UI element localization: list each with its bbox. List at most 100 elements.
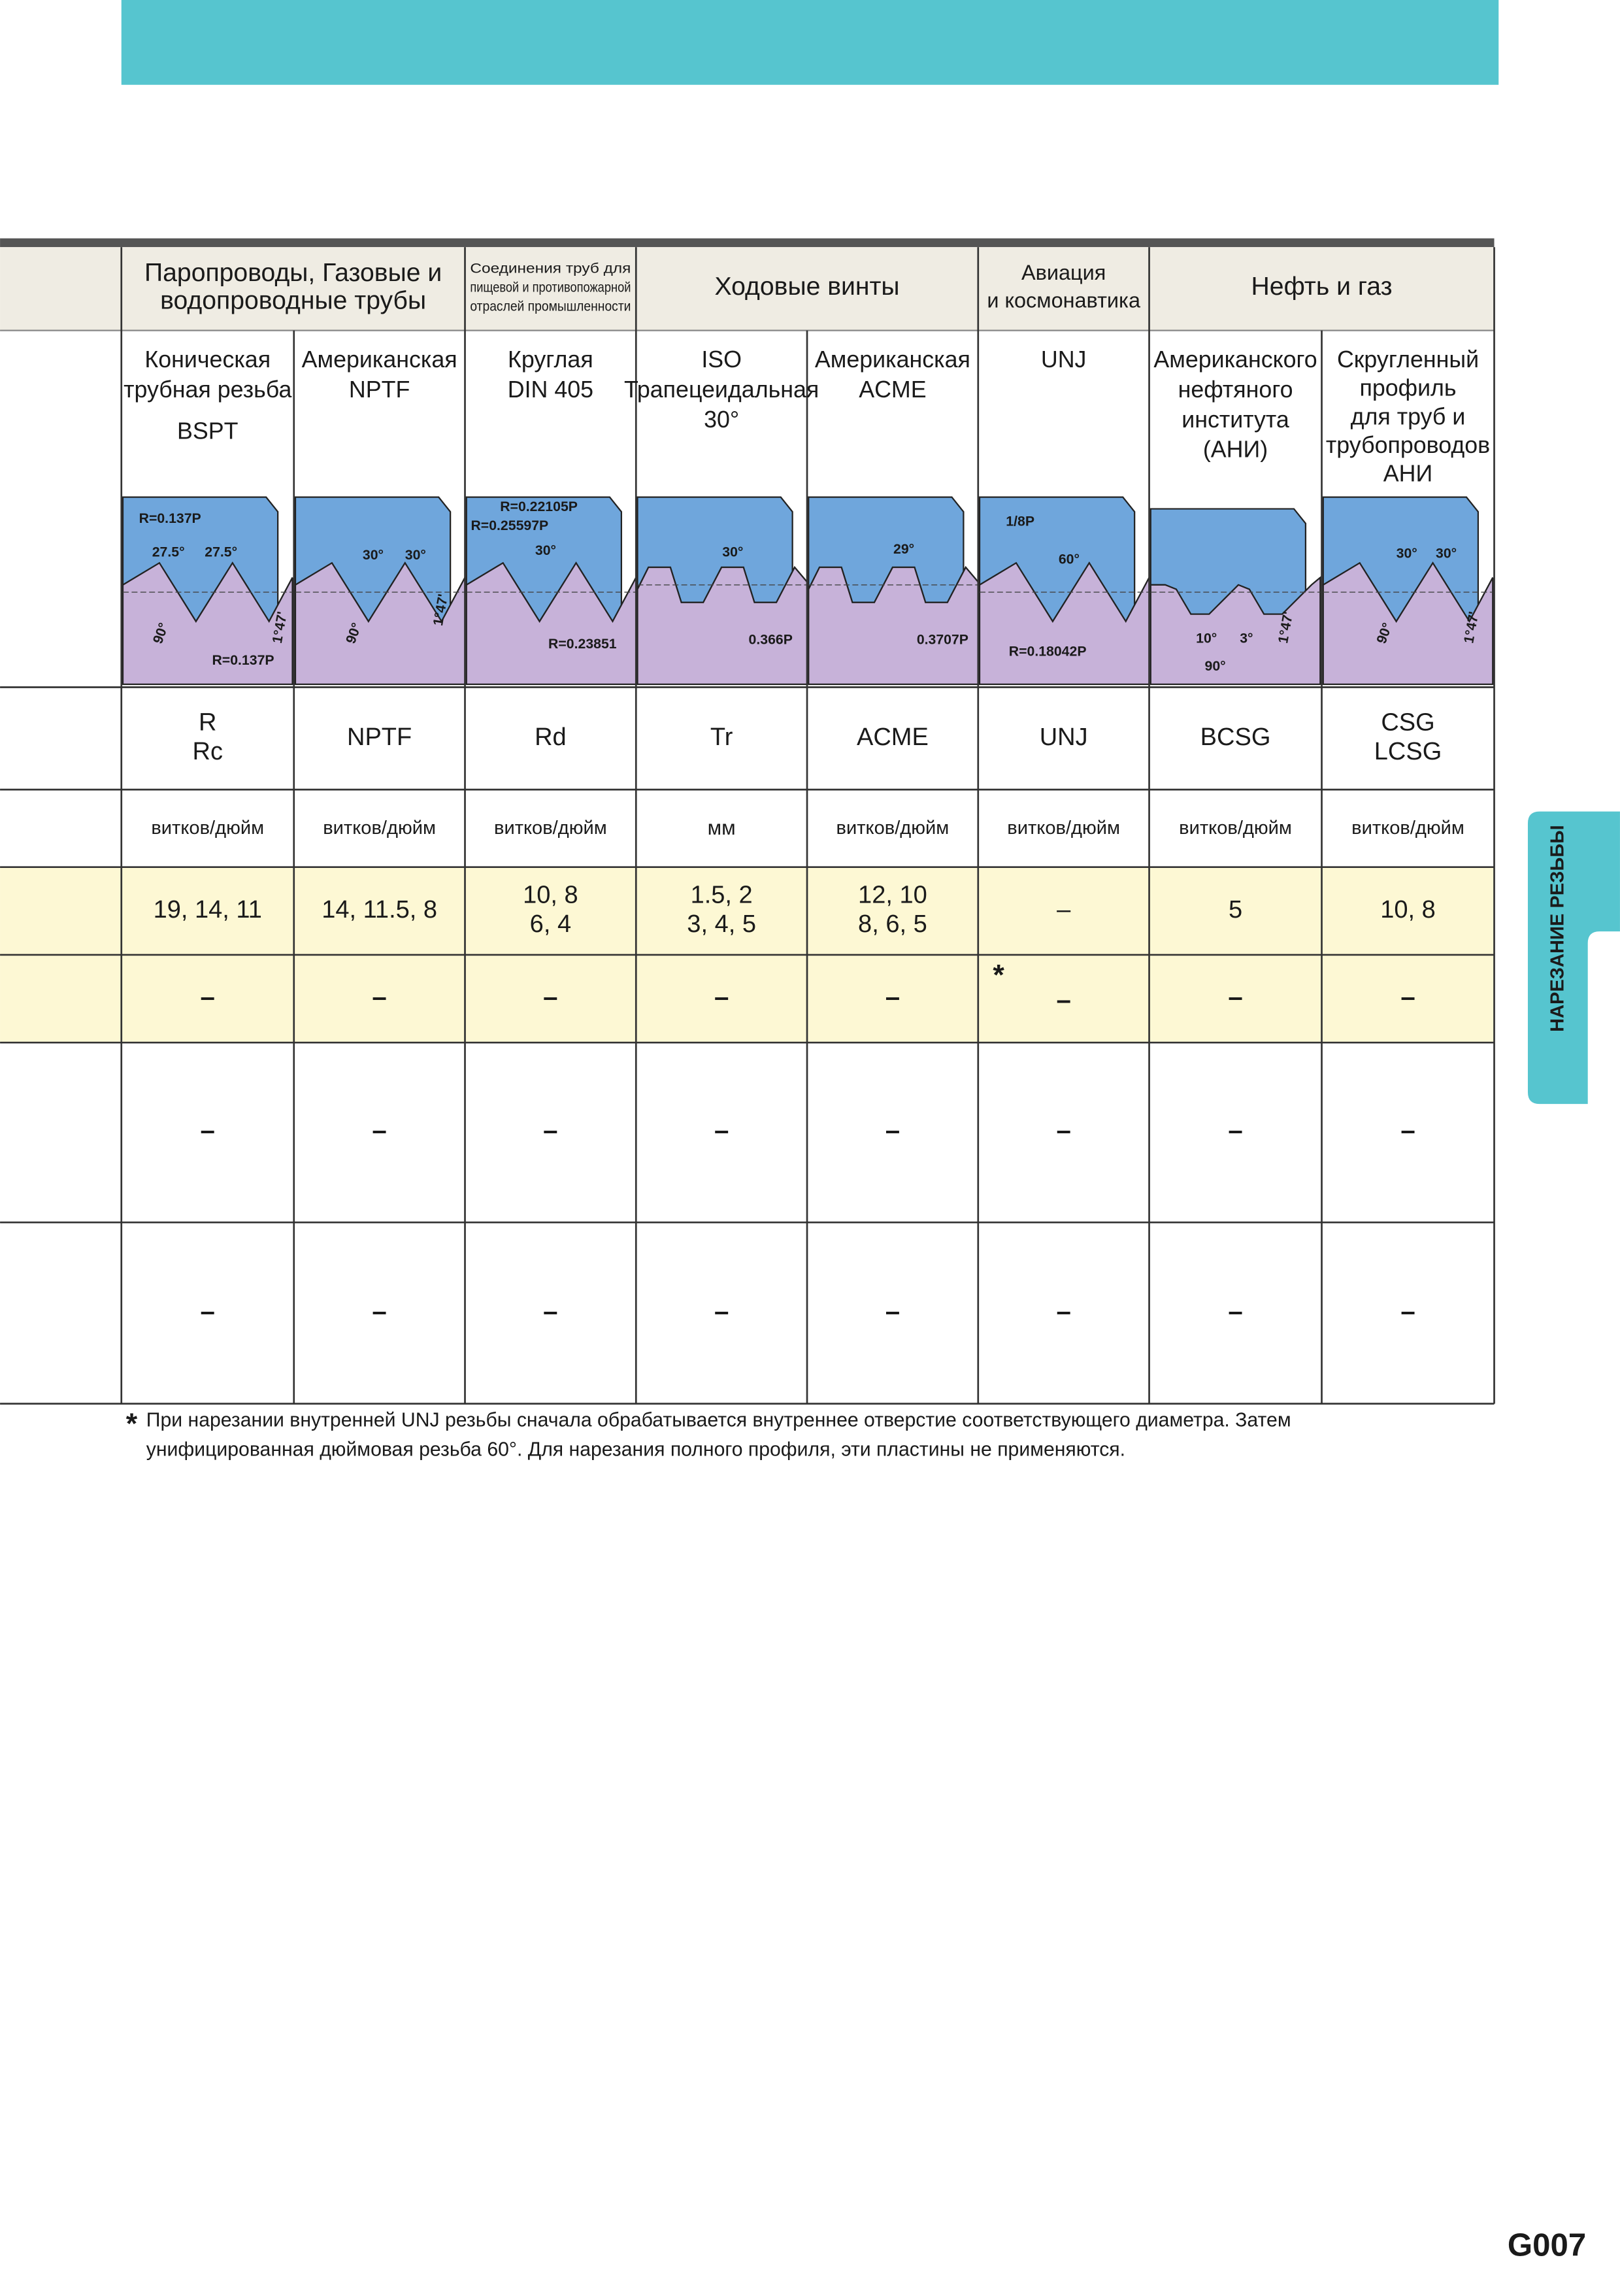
column-name: ACME	[859, 376, 926, 403]
thread-profile	[1149, 576, 1321, 686]
unit: витков/дюйм	[1179, 818, 1292, 839]
side-tab	[1527, 811, 1620, 1105]
dash: –	[372, 982, 386, 1012]
dash: –	[372, 1297, 386, 1326]
footnote: унифицированная дюймовая резьба 60°. Для…	[146, 1439, 1125, 1460]
diagram-label: 3°	[1240, 630, 1253, 646]
column-name: института	[1182, 407, 1289, 433]
dash: –	[885, 982, 900, 1012]
dash: –	[543, 1297, 557, 1326]
column-name: Американского	[1153, 346, 1317, 373]
group-header: отраслей промышленности	[470, 298, 631, 314]
dash: –	[543, 982, 557, 1012]
pitch: 10, 8	[1380, 896, 1436, 923]
pitch: –	[1057, 896, 1071, 923]
diagram-label: R=0.18042P	[1009, 643, 1087, 659]
column-name: (АНИ)	[1203, 437, 1268, 463]
thread-profile	[294, 561, 466, 686]
unit: витков/дюйм	[1007, 818, 1120, 839]
pitch: 8, 6, 5	[858, 910, 927, 938]
dash: –	[543, 1115, 557, 1144]
pitch: 5	[1229, 896, 1242, 923]
group-header: Соединения труб для	[470, 260, 631, 276]
dash: –	[885, 1115, 900, 1144]
pitch: 6, 4	[530, 910, 571, 938]
footnote-marker: *	[993, 958, 1004, 991]
pitch: 19, 14, 11	[154, 896, 262, 923]
code: Rc	[193, 738, 223, 765]
dash: –	[1228, 1115, 1242, 1144]
pitch: 14, 11.5, 8	[322, 896, 437, 923]
thread-profile	[978, 561, 1150, 686]
group-header: Ходовые винты	[714, 273, 899, 301]
dash: –	[1056, 1115, 1070, 1144]
pitch: 12, 10	[858, 881, 927, 908]
diagram-label: 30°	[722, 544, 743, 559]
dash: –	[372, 1115, 386, 1144]
unit: витков/дюйм	[494, 818, 607, 839]
group-header: Авиация	[1021, 261, 1106, 284]
table-top-bar	[0, 238, 1495, 248]
code: BCSG	[1200, 724, 1271, 751]
column-name: Американская	[815, 346, 970, 373]
diagram-label: R=0.137P	[139, 510, 201, 526]
dash: –	[201, 1297, 215, 1326]
column-name: BSPT	[177, 418, 239, 444]
diagram-label: R=0.22105P	[500, 499, 578, 514]
diagram-label: 1/8P	[1006, 513, 1034, 529]
column-name: DIN 405	[508, 376, 593, 403]
top-banner	[121, 0, 1499, 85]
pitch: 3, 4, 5	[687, 910, 756, 938]
group-header: и космонавтика	[987, 289, 1141, 312]
page-number: G007	[1508, 2227, 1586, 2263]
code: NPTF	[347, 724, 412, 751]
diagram-label: 10°	[1196, 630, 1217, 646]
column-name: Скругленный	[1337, 346, 1479, 373]
code: CSG	[1381, 708, 1434, 736]
column-name: профиль	[1359, 375, 1456, 401]
table-lines	[0, 247, 1495, 1405]
footnote: При нарезании внутренней UNJ резьбы снач…	[146, 1410, 1291, 1431]
side-tab-label: НАРЕЗАНИЕ РЕЗЬБЫ	[1547, 825, 1568, 1032]
column-name: Коническая	[144, 346, 271, 373]
diagram-label: 30°	[1397, 546, 1417, 561]
diagram-label: 27.5°	[205, 544, 237, 559]
diagram-label: 60°	[1059, 551, 1080, 567]
column-name: Американская	[302, 346, 457, 373]
diagram-label: 30°	[405, 547, 426, 563]
group-header: Нефть и газ	[1251, 273, 1393, 301]
thread-profile	[1322, 561, 1494, 686]
dash: –	[1400, 982, 1415, 1012]
pitch: 1.5, 2	[691, 881, 753, 908]
column-name: UNJ	[1041, 346, 1087, 373]
diagram-label: 29°	[893, 541, 914, 557]
dash: –	[714, 1297, 729, 1326]
dash: –	[1400, 1115, 1415, 1144]
unit: витков/дюйм	[323, 818, 436, 839]
dash: –	[1228, 982, 1242, 1012]
dash: –	[1228, 1297, 1242, 1326]
diagrams	[122, 496, 1494, 686]
diagram-label: R=0.23851	[548, 636, 617, 652]
code: R	[199, 708, 216, 736]
code: Tr	[710, 724, 733, 751]
column-name: 30°	[704, 407, 739, 433]
diagram-label: 27.5°	[152, 544, 185, 559]
diagram-label: R=0.25597P	[471, 518, 548, 533]
dash: –	[201, 1115, 215, 1144]
column-name: трубная резьба	[124, 376, 291, 403]
code: LCSG	[1374, 738, 1442, 765]
thread-profile	[465, 561, 637, 686]
diagram-label: 30°	[363, 547, 384, 563]
footnote-marker: *	[126, 1407, 138, 1440]
dash: –	[1056, 985, 1070, 1014]
dash: –	[714, 982, 729, 1012]
code: ACME	[857, 724, 929, 751]
unit: витков/дюйм	[1351, 818, 1464, 839]
column-name: нефтяного	[1178, 376, 1293, 403]
code: UNJ	[1040, 724, 1088, 751]
unit: витков/дюйм	[836, 818, 950, 839]
column-name: трубопроводов	[1326, 432, 1490, 458]
column-name: для труб и	[1351, 403, 1466, 429]
unit: мм	[708, 816, 736, 839]
